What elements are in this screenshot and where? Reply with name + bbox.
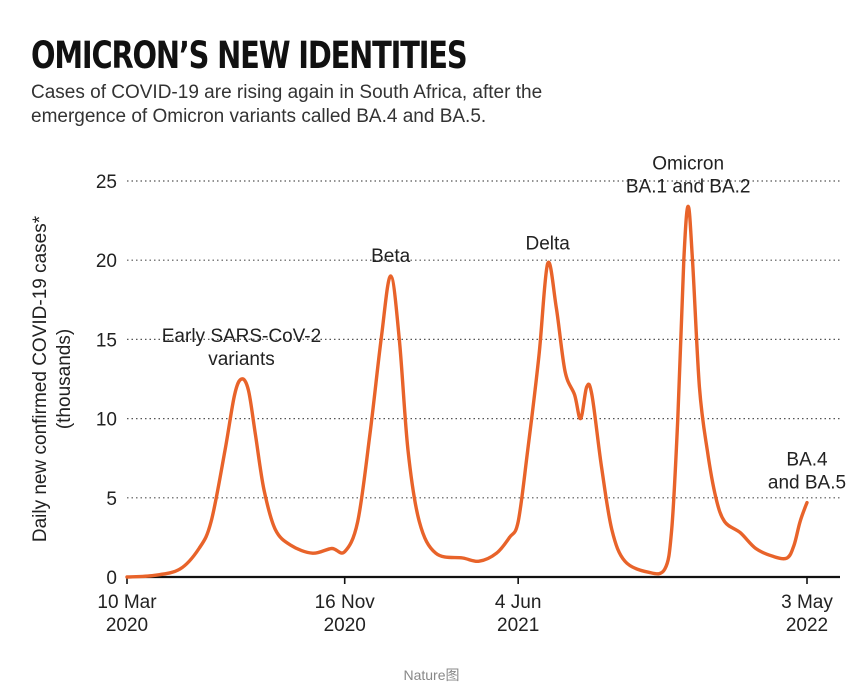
annotation-label: BA.1 and BA.2 — [626, 176, 751, 197]
annotation-label: Early SARS-CoV-2 — [162, 326, 321, 347]
annotation-label: and BA.5 — [768, 473, 846, 494]
annotation-label: Beta — [371, 246, 411, 267]
chart-subtitle: Cases of COVID-19 are rising again in So… — [31, 82, 543, 127]
annotation-label: Omicron — [652, 153, 724, 174]
x-tick-label: 4 Jun — [495, 592, 541, 613]
y-tick-label: 10 — [96, 410, 117, 431]
x-tick-label: 10 Mar — [97, 592, 157, 613]
y-axis-label: (thousands) — [54, 329, 75, 429]
y-tick-label: 0 — [106, 568, 117, 589]
annotation-label: Delta — [525, 233, 570, 254]
x-tick-label: 3 May — [781, 592, 833, 613]
x-tick-label: 16 Nov — [315, 592, 376, 613]
y-axis-label: Daily new confirmed COVID-19 cases* — [30, 215, 51, 542]
series-line — [125, 204, 809, 579]
x-tick-label: 2020 — [324, 615, 366, 636]
y-tick-label: 15 — [96, 330, 117, 351]
y-tick-label: 5 — [106, 489, 117, 510]
gridlines — [127, 180, 840, 499]
image-caption: Nature图 — [403, 667, 460, 683]
x-tick-label: 2021 — [497, 615, 539, 636]
x-tick-label: 2020 — [106, 615, 148, 636]
annotation-label: BA.4 — [786, 450, 828, 471]
y-tick-label: 25 — [96, 172, 117, 193]
y-tick-label: 20 — [96, 251, 117, 272]
x-tick-label: 2022 — [786, 615, 828, 636]
chart-title: OMICRON’S NEW IDENTITIES — [31, 34, 468, 77]
annotation-label: variants — [208, 349, 275, 370]
